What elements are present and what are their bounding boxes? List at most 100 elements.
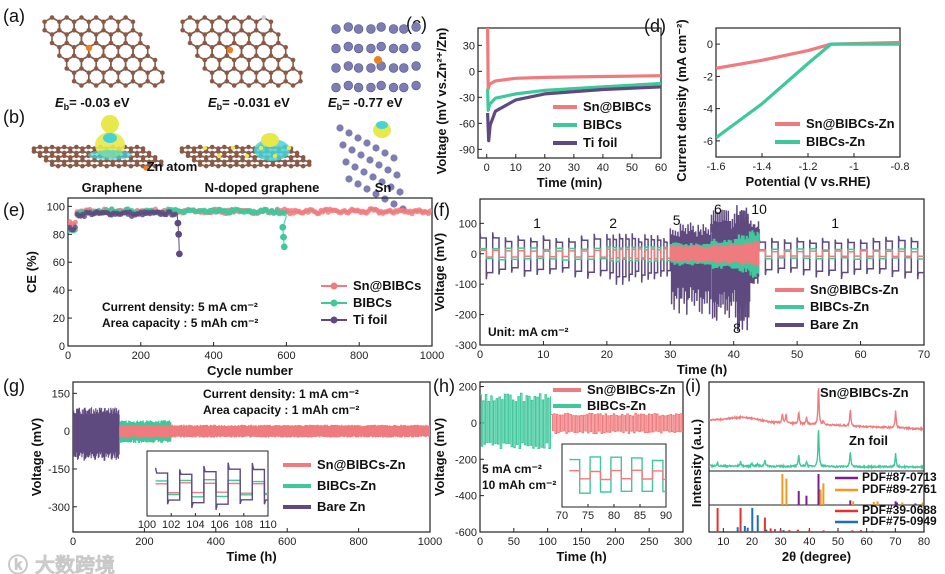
- x-tick-label: 1000: [418, 536, 442, 548]
- carbon-atom: [98, 162, 103, 167]
- x-tick-label: 40: [803, 536, 815, 548]
- eb-symbol: E: [55, 95, 64, 110]
- carbon-atom: [231, 40, 237, 46]
- sn-atom: [351, 163, 359, 171]
- carbon-atom: [160, 70, 165, 76]
- inset-x-tick-label: 100: [138, 519, 156, 531]
- panel-label: (f): [433, 200, 450, 220]
- carbon-atom: [209, 53, 215, 59]
- sn-atom: [331, 43, 341, 54]
- carbon-atom: [197, 162, 203, 167]
- graphene-structure: [42, 15, 165, 88]
- sn-atom: [388, 82, 399, 93]
- sn-atom: [372, 144, 380, 152]
- panel-label: (g): [3, 376, 25, 396]
- y-tick-label: -600: [455, 527, 477, 539]
- annotation: Current density: 1 mA cm⁻²: [203, 387, 359, 401]
- y-tick-label: -6: [703, 136, 713, 148]
- sn-atom: [366, 43, 376, 54]
- sn-atom: [366, 156, 374, 164]
- data-point: [172, 211, 178, 217]
- carbon-atom: [130, 19, 136, 25]
- legend-label: Sn@BIBCs-Zn: [810, 282, 899, 297]
- carbon-atom: [185, 153, 191, 159]
- x-tick-label: 800: [349, 536, 367, 548]
- zn-atom-label: Zn atom: [147, 159, 198, 174]
- y-tick-label: -60: [459, 118, 475, 130]
- plot-area: [486, 28, 661, 143]
- data-point: [280, 243, 288, 251]
- y-tick-label: -150: [48, 464, 70, 476]
- legend-label: Ti foil: [353, 312, 387, 327]
- y-axis-title: Voltage (mV): [29, 418, 44, 497]
- carbon-atom: [231, 57, 237, 63]
- data-point: [175, 230, 183, 238]
- data-point: [81, 213, 87, 220]
- carbon-atom: [145, 53, 150, 59]
- legend-label: BIBCs: [353, 295, 392, 310]
- carbon-atom: [115, 19, 121, 25]
- carbon-atom: [55, 157, 61, 163]
- carbon-atom: [239, 27, 244, 33]
- carbon-atom: [79, 57, 84, 63]
- carbon-atom: [128, 163, 134, 169]
- sn-atom: [378, 178, 386, 186]
- carbon-atom: [195, 19, 200, 25]
- carbon-atom: [216, 149, 221, 154]
- carbon-atom: [93, 83, 99, 88]
- carbon-atom: [123, 66, 128, 71]
- sn-atom: [366, 82, 376, 93]
- voltage-profile: [73, 407, 120, 461]
- carbon-atom: [92, 163, 97, 169]
- carbon-atom: [68, 149, 73, 154]
- carbon-atom: [195, 44, 200, 50]
- sn-atom: [399, 63, 409, 73]
- carbon-atom: [209, 44, 215, 50]
- carbon-bond: [73, 67, 90, 87]
- carbon-atom: [224, 19, 230, 25]
- carbon-atom: [203, 149, 209, 154]
- carbon-atom: [108, 32, 114, 37]
- carbon-atom: [64, 32, 70, 37]
- legend-label: BIBCs-Zn: [806, 134, 865, 149]
- carbon-atom: [246, 57, 252, 63]
- carbon-atom: [64, 15, 70, 20]
- inset-x-tick-label: 106: [210, 519, 228, 531]
- x-tick-label: 70: [889, 536, 901, 548]
- carbon-bond: [117, 67, 134, 87]
- x-tick-label: 300: [674, 536, 692, 548]
- binding-energy-label: Eb= -0.03 eV: [55, 95, 130, 112]
- x-tick-label: 60: [861, 536, 873, 548]
- carbon-atom: [42, 19, 47, 25]
- carbon-atom: [130, 27, 136, 33]
- carbon-atom: [101, 70, 106, 76]
- x-tick-label: 50: [626, 162, 638, 174]
- sn-atom: [331, 63, 341, 73]
- zn-atom: [143, 165, 149, 171]
- carbon-atom: [37, 153, 43, 159]
- plot-frame: [708, 381, 925, 533]
- isosurface-yellow: [261, 133, 279, 147]
- current-density-label: 8: [733, 320, 741, 336]
- carbon-atom: [138, 66, 143, 71]
- sn-atom: [353, 24, 364, 34]
- current-density-label: 6: [714, 201, 722, 217]
- sn-atom: [343, 41, 353, 52]
- carbon-bond: [132, 67, 149, 87]
- data-point: [72, 219, 78, 225]
- carbon-atom: [209, 70, 215, 76]
- carbon-atom: [86, 53, 92, 59]
- isosurface-yellow: [258, 145, 264, 151]
- sn-atom: [411, 22, 421, 32]
- carbon-atom: [101, 78, 106, 84]
- voltage-profile: [551, 412, 683, 435]
- sn-atom: [357, 151, 365, 159]
- legend-label: PDF#87-0713: [862, 470, 937, 484]
- x-tick-label: 10: [510, 162, 522, 174]
- carbon-atom: [79, 66, 84, 71]
- y-axis-title: Voltage (mV vs.Zn²⁺/Zn): [434, 28, 449, 175]
- sn-atom: [343, 80, 353, 91]
- carbon-atom: [228, 163, 233, 169]
- sn-atom: [363, 139, 371, 147]
